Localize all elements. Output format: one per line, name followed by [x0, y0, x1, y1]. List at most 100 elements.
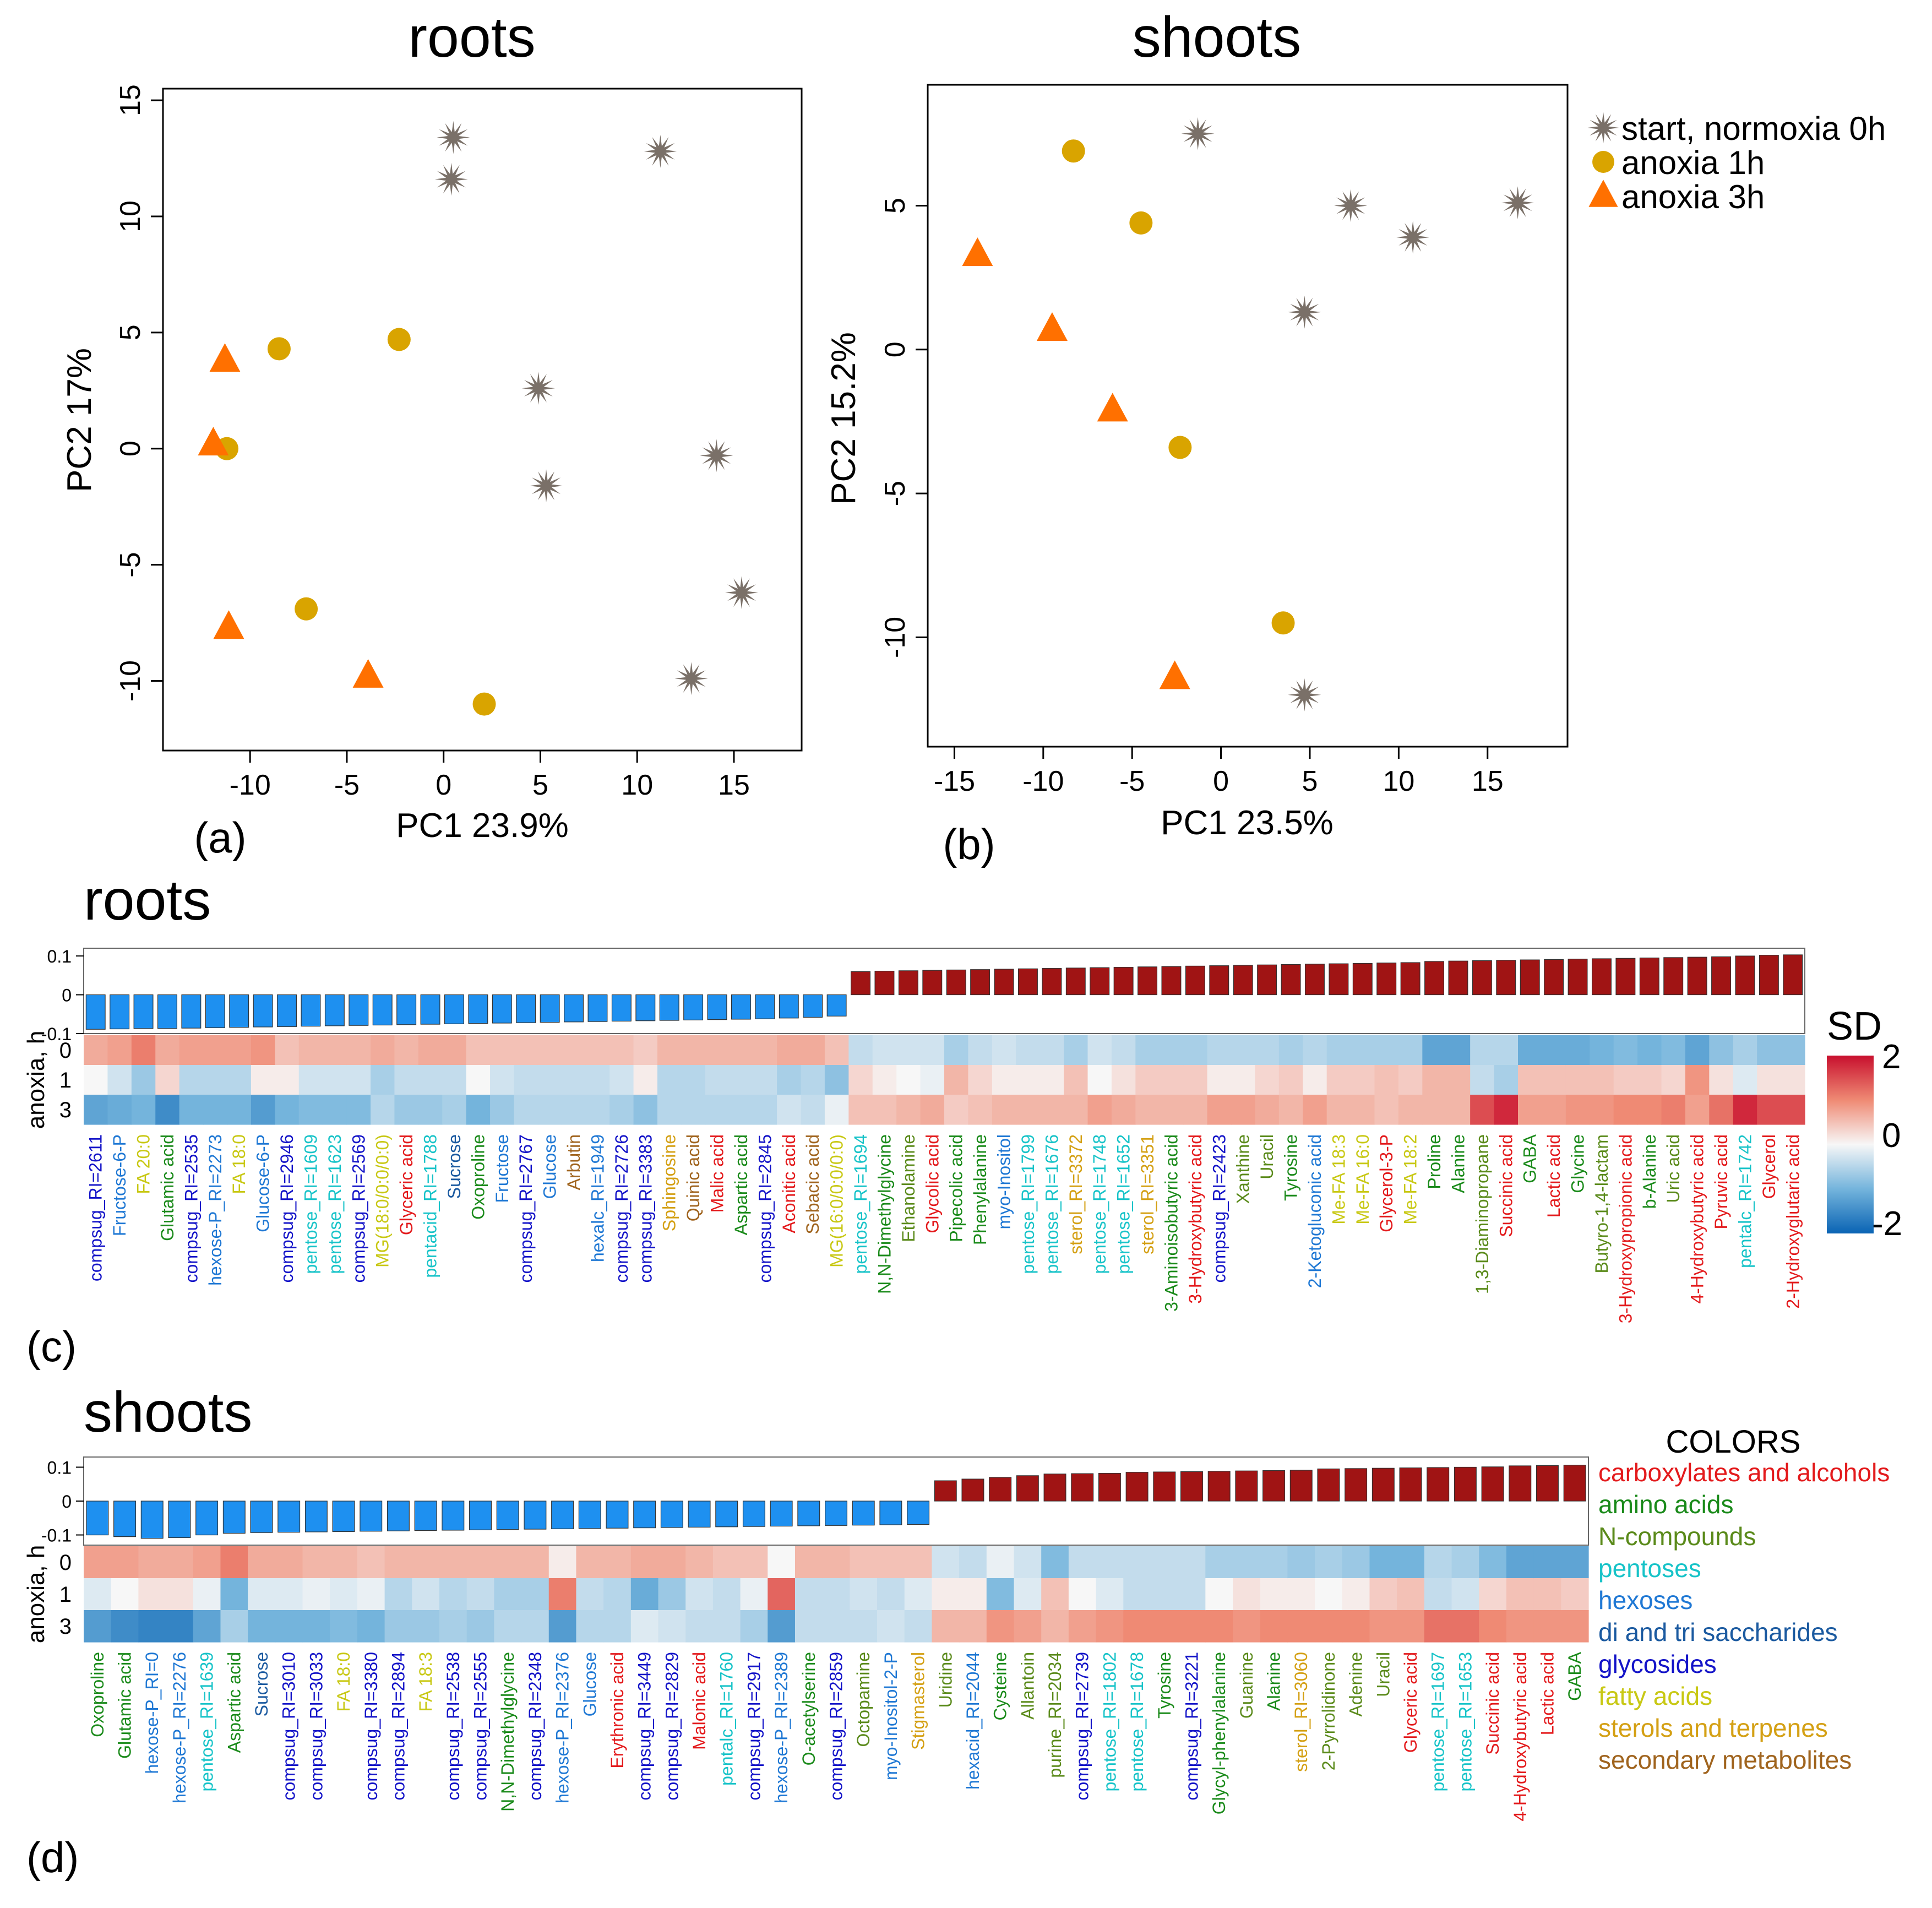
scatter-point-star — [1334, 189, 1368, 222]
metabolite-label: compsug_RI=2538 — [443, 1652, 463, 1801]
heatmap-cell — [1096, 1578, 1124, 1611]
metabolite-label: 2-Ketogluconic acid — [1305, 1134, 1325, 1288]
heatmap-cell — [585, 1095, 610, 1125]
metabolite-label: hexose-P_RI=2273 — [205, 1134, 225, 1286]
metabolite-label: Adenine — [1346, 1652, 1366, 1716]
heatmap-cell — [1661, 1095, 1686, 1125]
pca-shoots-panel: shoots -15 -10 -5 0 5 10 15 5 0 -5 -10 PC1 23.5% P… — [825, 6, 1886, 868]
loading-bar — [349, 994, 369, 1026]
heatmap-cell — [850, 1610, 878, 1643]
heatmap-cell — [1287, 1578, 1315, 1611]
loading-bar — [688, 1501, 711, 1528]
metabolite-label: pentose_RI=1799 — [1018, 1134, 1038, 1274]
pca-shoots-frame — [927, 84, 1569, 748]
scatter-point-star — [1396, 221, 1430, 254]
heatmap-cell — [1374, 1095, 1399, 1125]
heatmap-cell — [877, 1610, 905, 1643]
loading-bar — [360, 1501, 383, 1532]
x-tick-label: -5 — [334, 769, 360, 801]
heatmap-cell — [685, 1546, 714, 1579]
metabolite-label: hexose-P_RI=0 — [142, 1652, 162, 1774]
metabolite-label: 1,3-Diaminopropane — [1472, 1134, 1492, 1294]
metabolite-label: compsug_RI=2894 — [388, 1652, 408, 1801]
heatmap-cell — [1757, 1095, 1782, 1125]
loading-bar — [551, 1501, 574, 1530]
heatmap-cell — [1183, 1065, 1208, 1095]
pca-shoots-ylabel: PC2 15.2% — [825, 332, 863, 505]
heatmap-cell — [1613, 1065, 1638, 1095]
metabolite-label: Tyrosine — [1281, 1134, 1301, 1201]
loading-bar — [946, 969, 966, 996]
loading-bar — [1591, 958, 1612, 996]
loading-bar — [1399, 1467, 1422, 1502]
heatmap-cell — [1068, 1610, 1097, 1643]
heatmap-cell — [1709, 1095, 1734, 1125]
heatmap-cell — [944, 1065, 969, 1095]
metabolite-label: compsug_RI=2917 — [744, 1652, 764, 1801]
heatmap-cell — [1637, 1095, 1662, 1125]
heatmap-cell — [193, 1578, 221, 1611]
heatmap-shoots-panel: shoots (d) 0.1 0 -0.1 Oxoproline Glutamic ac… — [23, 1380, 1589, 1882]
metabolite-label: compsug_RI=2946 — [277, 1134, 297, 1283]
heatmap-cell — [1123, 1578, 1151, 1611]
heatmap-cell — [1479, 1578, 1507, 1611]
heatmap-cell — [494, 1578, 522, 1611]
heatmap-cell — [992, 1065, 1016, 1095]
heatmap-cell — [514, 1035, 538, 1066]
heatmap-cell — [630, 1546, 659, 1579]
heatmap-cell — [824, 1035, 849, 1066]
loading-bar — [1017, 968, 1038, 996]
loading-bar — [168, 1501, 191, 1539]
metabolite-label: pentose_RI=1678 — [1127, 1652, 1147, 1792]
heatmap-cell — [822, 1610, 850, 1643]
legend-label: start, normoxia 0h — [1621, 110, 1886, 147]
heatmap-cell — [1041, 1610, 1069, 1643]
heatmap-cell — [1207, 1095, 1232, 1125]
heatmap-cell — [442, 1095, 467, 1125]
bar-tick-label: 0.1 — [47, 947, 72, 966]
metabolite-label: pentose_RI=1652 — [1114, 1134, 1134, 1274]
loading-bar — [803, 994, 823, 1018]
loading-bar — [304, 1501, 328, 1532]
loading-bar — [606, 1501, 629, 1529]
loading-bar — [770, 1501, 793, 1527]
heatmap-cell — [1205, 1546, 1233, 1579]
heatmap-cell — [1613, 1035, 1638, 1066]
loading-bar — [1125, 1472, 1149, 1502]
heatmap-cell — [111, 1578, 139, 1611]
heatmap-cell — [1255, 1035, 1280, 1066]
heatmap-cell — [968, 1065, 993, 1095]
heatmap-cell — [227, 1065, 252, 1095]
metabolite-label: Sebacic acid — [803, 1134, 823, 1234]
heatmap-cell — [1446, 1065, 1471, 1095]
loading-bar — [907, 1501, 930, 1525]
loading-bar — [229, 994, 249, 1028]
heatmap-cell — [490, 1095, 515, 1125]
metabolite-label: Ethanolamine — [899, 1134, 918, 1242]
color-class-label: N-compounds — [1598, 1522, 1756, 1551]
heatmap-cell — [1064, 1035, 1089, 1066]
heatmap-cell — [107, 1065, 132, 1095]
metabolite-label: Glyceric acid — [396, 1134, 416, 1235]
heatmap-cell — [1159, 1095, 1184, 1125]
heatmap-cell — [1342, 1610, 1370, 1643]
scatter-point-circle — [1062, 139, 1085, 163]
loading-bar — [1090, 967, 1110, 996]
heatmap-cell — [442, 1035, 467, 1066]
heatmap-cell — [298, 1035, 323, 1066]
legend-label: anoxia 3h — [1621, 178, 1765, 215]
heatmap-cell — [1178, 1610, 1206, 1643]
heatmap-cell — [633, 1035, 658, 1066]
heatmap-cell — [1233, 1610, 1261, 1643]
heatmap-cell — [562, 1095, 586, 1125]
metabolite-label: Glycerol-3-P — [1376, 1134, 1396, 1232]
heatmap-cell — [418, 1065, 443, 1095]
heatmap-cell — [323, 1065, 347, 1095]
loading-bar — [742, 1501, 765, 1527]
legend-marker-circle — [1592, 151, 1614, 173]
scatter-point-circle — [1129, 211, 1153, 235]
heatmap-cell — [848, 1065, 873, 1095]
metabolite-label: sterol_RI=3351 — [1138, 1134, 1157, 1254]
heatmap-cell — [681, 1095, 706, 1125]
heatmap-cell — [872, 1065, 897, 1095]
